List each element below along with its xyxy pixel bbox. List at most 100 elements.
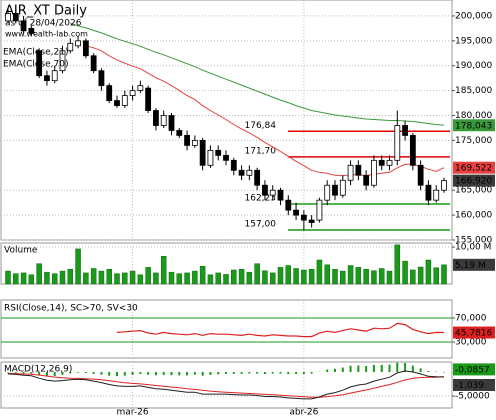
histogram-bar xyxy=(334,368,336,372)
volume-bar xyxy=(246,271,253,285)
level-label: 176,84 xyxy=(245,121,277,131)
candle-body xyxy=(425,184,432,201)
histogram-bar xyxy=(38,371,41,376)
candle-body xyxy=(394,125,401,161)
volume-bar xyxy=(192,270,198,285)
candle-body xyxy=(324,184,331,201)
volume-bar xyxy=(98,270,105,285)
candle-body xyxy=(44,75,50,82)
y-tick-label: 10,00 M xyxy=(455,243,491,253)
volume-bar xyxy=(238,268,245,285)
volume-bar xyxy=(67,268,74,285)
value-box xyxy=(453,363,495,376)
y-tick-label: 160,000 xyxy=(455,211,492,221)
candle-body xyxy=(12,13,19,22)
y-tick-label: 70,000 xyxy=(455,313,487,323)
volume-bar xyxy=(433,267,439,285)
histogram-bar xyxy=(147,371,150,375)
value-box-label: 169,522 xyxy=(455,164,492,174)
volume-bar xyxy=(308,268,315,285)
histogram-bar xyxy=(84,371,87,373)
volume-bar xyxy=(44,271,50,285)
histogram-bar xyxy=(411,365,414,372)
level-label: 171,70 xyxy=(245,146,277,156)
y-tick-label: 190,000 xyxy=(455,61,492,71)
histogram-bar xyxy=(271,371,274,374)
volume-bar xyxy=(36,263,42,285)
macd-line xyxy=(7,370,445,400)
histogram-bar xyxy=(162,371,165,376)
volume-bar xyxy=(75,248,81,285)
candle-body xyxy=(5,13,11,22)
source: www.wealth-lab.com xyxy=(5,30,88,39)
candle-body xyxy=(98,70,105,87)
volume-bar xyxy=(371,270,377,285)
candle-body xyxy=(230,159,237,171)
histogram-bar xyxy=(326,369,329,372)
candle-body xyxy=(308,219,315,223)
y-tick-label: 195,000 xyxy=(455,36,492,46)
candle-body xyxy=(355,164,362,176)
histogram-bar xyxy=(209,371,212,375)
histogram-bar xyxy=(45,371,48,377)
volume-bar xyxy=(269,272,276,285)
volume-bar xyxy=(83,272,89,285)
volume-bar xyxy=(425,259,432,285)
volume-bar xyxy=(340,270,346,285)
volume-bar xyxy=(262,270,268,285)
histogram-bar xyxy=(248,371,251,374)
volume-bar xyxy=(13,273,19,285)
y-tick-label: 180,000 xyxy=(455,111,492,121)
volume-bar xyxy=(160,256,167,285)
candle-body xyxy=(293,209,299,216)
histogram-bar xyxy=(201,371,204,376)
ema-line xyxy=(85,45,445,177)
candle-body xyxy=(371,159,377,186)
volume-bar xyxy=(293,268,299,285)
panel-title: MACD(12,26,9) xyxy=(4,365,72,375)
histogram-bar xyxy=(92,371,95,374)
histogram-bar xyxy=(380,364,383,372)
histogram-bar xyxy=(77,371,80,373)
volume-bar xyxy=(207,274,214,285)
y-tick-label: 155,000 xyxy=(455,236,492,246)
candle-body xyxy=(75,40,81,47)
candle-body xyxy=(67,42,74,52)
candle-body xyxy=(409,135,416,166)
candle-body xyxy=(441,180,447,191)
x-tick-label: abr-26 xyxy=(289,408,318,418)
histogram-bar xyxy=(240,371,243,374)
candle-body xyxy=(332,184,338,196)
histogram-bar xyxy=(178,371,181,376)
volume-bar xyxy=(90,268,97,285)
candle-body xyxy=(262,184,268,196)
histogram-bar xyxy=(61,371,64,375)
candle-body xyxy=(386,159,393,166)
volume-bar xyxy=(106,268,112,285)
candle-body xyxy=(417,164,424,186)
volume-bar xyxy=(223,274,229,285)
candle-body xyxy=(82,40,89,57)
volume-bar xyxy=(363,268,369,285)
histogram-bar xyxy=(396,362,399,372)
candle-body xyxy=(176,130,183,136)
histogram-bar xyxy=(154,371,157,376)
candle-body xyxy=(106,85,113,101)
panel-frame xyxy=(0,361,453,409)
histogram-bar xyxy=(256,371,259,374)
volume-bar xyxy=(301,269,307,285)
volume-bar xyxy=(417,266,424,285)
volume-bar xyxy=(410,269,416,285)
histogram-bar xyxy=(139,371,142,374)
volume-bar xyxy=(215,272,221,285)
volume-bar xyxy=(168,271,175,285)
volume-bar xyxy=(129,270,136,285)
candle-body xyxy=(199,140,206,166)
histogram-bar xyxy=(186,371,189,376)
candle-body xyxy=(114,100,120,106)
panel-title: Volume xyxy=(4,246,38,256)
value-box-label: 5,19 M xyxy=(455,261,486,271)
volume-bar xyxy=(59,270,66,285)
histogram-bar xyxy=(279,371,282,374)
